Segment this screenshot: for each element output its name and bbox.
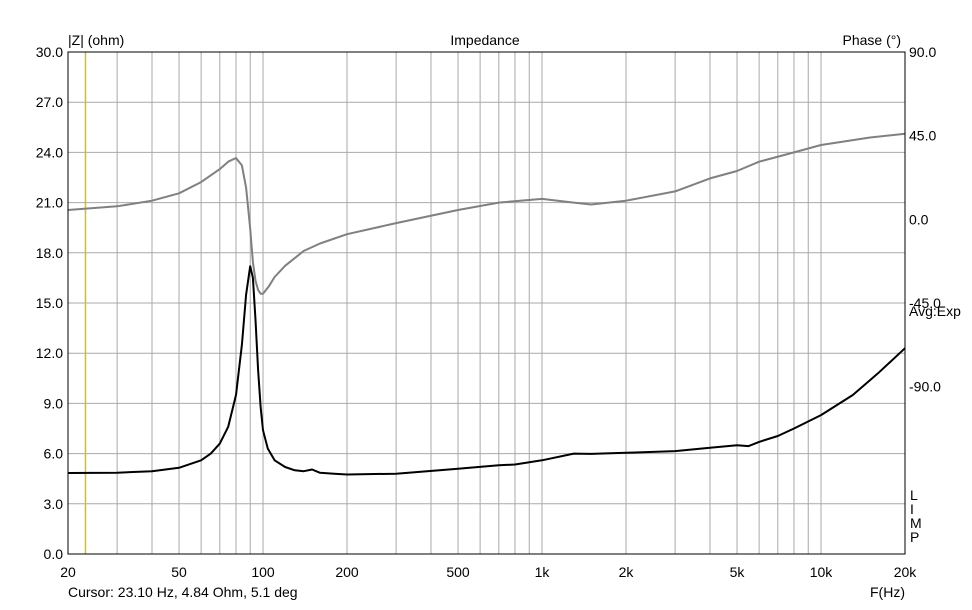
chart-title: Impedance [450, 32, 519, 48]
impedance-series-line [67, 265, 906, 476]
y-tick-label: 30.0 [36, 44, 63, 60]
x-tick-label: 50 [171, 564, 187, 580]
y-tick-label: 6.0 [44, 446, 64, 462]
limp-letter: I [910, 501, 914, 517]
x-tick-label: 200 [335, 564, 359, 580]
series-layer [67, 132, 906, 476]
y-tick-label: 18.0 [36, 245, 63, 261]
y-axis-label: |Z| (ohm) [68, 32, 124, 48]
x-axis-label: F(Hz) [870, 584, 905, 600]
limp-letter: P [910, 529, 919, 545]
x-tick-label: 5k [730, 564, 746, 580]
x-tick-label: 20 [60, 564, 76, 580]
y-tick-label: 3.0 [44, 496, 64, 512]
limp-letter: L [910, 487, 918, 503]
y-tick-label: 15.0 [36, 295, 63, 311]
x-tick-label: 20k [894, 564, 918, 580]
x-tick-label: 2k [619, 564, 635, 580]
y2-tick-label: 0.0 [909, 211, 929, 227]
axis-labels: 20 50 100 200 500 1k 2k 5k 10k 20k 0.0 3.0 6.0 9.0 12.… [36, 44, 941, 580]
y-tick-label: 9.0 [44, 395, 64, 411]
y2-tick-label: -90.0 [909, 379, 941, 395]
y-tick-label: 24.0 [36, 144, 63, 160]
plot-frame [67, 51, 906, 555]
x-tick-label: 100 [251, 564, 275, 580]
x-tick-label: 10k [810, 564, 834, 580]
y2-tick-label: -45.0 [909, 295, 941, 311]
y-tick-label: 21.0 [36, 195, 63, 211]
y-tick-label: 12.0 [36, 345, 63, 361]
y-tick-label: 0.0 [44, 546, 64, 562]
y2-tick-label: 45.0 [909, 128, 936, 144]
limp-letter: M [910, 515, 922, 531]
y-tick-label: 27.0 [36, 94, 63, 110]
y2-tick-label: 90.0 [909, 44, 936, 60]
cursor-readout: Cursor: 23.10 Hz, 4.84 Ohm, 5.1 deg [68, 584, 298, 600]
y2-axis-label: Phase (°) [842, 32, 901, 48]
phase-series-line [67, 132, 906, 295]
x-tick-label: 1k [535, 564, 551, 580]
avg-mode-label: Avg:Exp [909, 303, 961, 319]
x-tick-label: 500 [446, 564, 470, 580]
